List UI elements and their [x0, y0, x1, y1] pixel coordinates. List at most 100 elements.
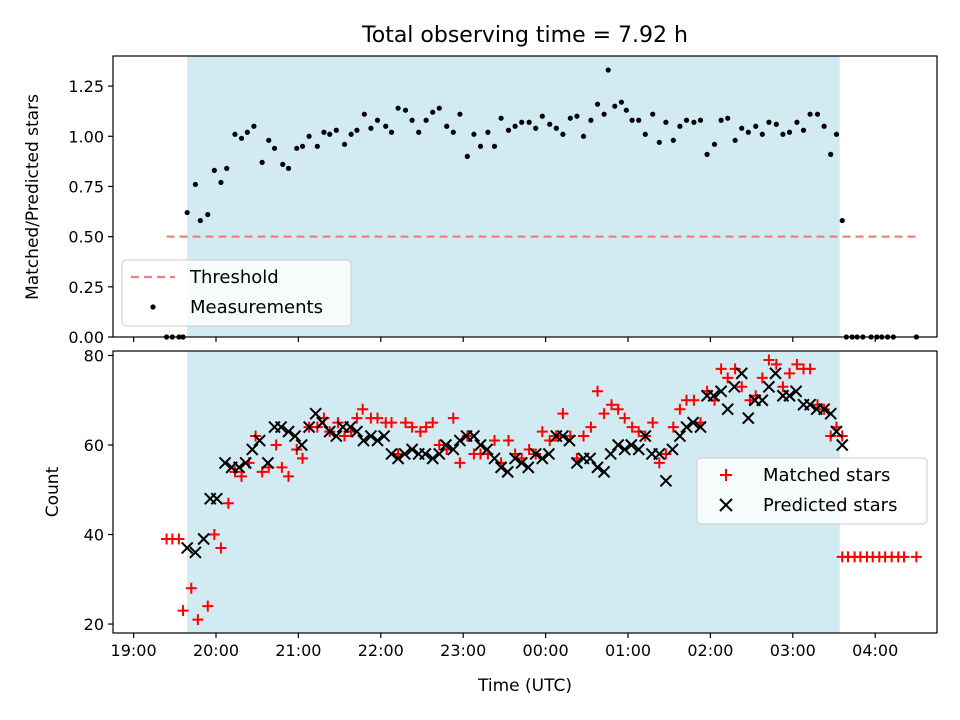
legend-matched-swatch — [720, 469, 732, 481]
measurement-point — [184, 209, 190, 216]
measurement-point — [539, 113, 545, 119]
predicted-star-point — [830, 425, 843, 438]
y-tick-label: 1.25 — [68, 77, 104, 96]
matched-star-point — [598, 408, 610, 420]
measurement-point — [519, 119, 525, 125]
y-tick-label: 20 — [84, 615, 104, 634]
measurement-point — [833, 131, 840, 137]
predicted-star-point — [302, 420, 316, 434]
predicted-star-point — [817, 402, 831, 416]
measurement-point — [697, 117, 704, 123]
measurement-point — [232, 131, 238, 137]
measurement-point — [218, 179, 224, 186]
matched-star-point — [729, 363, 741, 375]
matched-star-point — [736, 381, 748, 393]
matched-star-point — [447, 412, 459, 424]
matched-star-point — [647, 417, 659, 429]
matched-star-point — [674, 403, 686, 415]
x-tick-label: 04:00 — [852, 641, 898, 660]
matched-star-point — [503, 435, 515, 447]
predicted-star-point — [232, 461, 246, 474]
predicted-star-point — [467, 429, 481, 443]
matched-star-point — [770, 358, 782, 370]
y-axis-label-bottom: Count — [43, 466, 63, 517]
measurement-point — [533, 125, 539, 131]
predicted-star-point — [742, 411, 755, 425]
measurement-point — [327, 131, 333, 137]
matched-star-point — [406, 421, 418, 433]
predicted-star-point — [783, 389, 796, 402]
matched-star-point — [351, 412, 363, 424]
predicted-star-point — [824, 407, 837, 420]
predicted-star-point — [618, 443, 631, 456]
predicted-star-point — [350, 425, 364, 438]
matched-star-point — [177, 605, 189, 617]
predicted-star-point — [536, 452, 549, 465]
predicted-star-point — [391, 452, 405, 465]
predicted-star-point — [597, 465, 611, 479]
matched-star-point — [454, 457, 466, 469]
measurement-point — [711, 141, 718, 147]
predicted-star-point — [261, 456, 275, 470]
predicted-star-point — [344, 420, 357, 434]
measurement-point — [739, 125, 745, 131]
matched-star-point — [420, 421, 432, 433]
measurement-point — [224, 165, 230, 171]
matched-star-point — [898, 551, 910, 563]
predicted-star-point — [474, 438, 487, 452]
y-tick-label: 40 — [84, 526, 104, 545]
measurement-point — [205, 211, 211, 218]
measurement-point — [567, 115, 573, 121]
measurement-point — [333, 127, 339, 133]
x-tick-label: 23:00 — [440, 641, 486, 660]
matched-star-point — [585, 421, 597, 433]
predicted-star-point — [189, 546, 202, 559]
matched-star-point — [688, 394, 700, 406]
measurement-point — [580, 133, 587, 139]
predicted-star-point — [323, 425, 336, 438]
measurement-point — [314, 143, 320, 149]
measurement-point — [266, 137, 272, 143]
measurement-point — [650, 111, 656, 117]
predicted-star-point — [653, 447, 666, 461]
matched-star-point — [777, 381, 789, 393]
measurement-point — [753, 123, 759, 129]
y-tick-label: 0.50 — [68, 228, 104, 247]
predicted-star-point — [385, 447, 398, 461]
predicted-star-point — [480, 443, 494, 456]
predicted-star-point — [789, 385, 803, 398]
matched-star-point — [619, 412, 631, 424]
measurement-point — [828, 151, 834, 157]
predicted-star-point — [659, 474, 673, 488]
measurement-point — [423, 117, 429, 123]
predicted-star-point — [769, 367, 782, 380]
predicted-star-point — [570, 456, 584, 470]
axes-frame — [112, 350, 938, 634]
measurement-point — [299, 143, 306, 149]
measurement-point — [368, 125, 374, 131]
predicted-star-point — [728, 380, 741, 394]
measurement-point — [594, 101, 601, 107]
measurement-point — [251, 123, 257, 129]
predicted-star-point — [522, 461, 535, 474]
count-panel: Count Time (UTC) 19:00 20:00 21:00 22:00 23:… — [43, 346, 938, 696]
predicted-star-point — [542, 447, 556, 461]
predicted-star-point — [735, 367, 748, 380]
matched-star-point — [297, 452, 309, 464]
measurement-point — [197, 217, 203, 224]
predicted-star-point — [756, 394, 769, 407]
predicted-star-point — [508, 452, 522, 465]
measurement-point — [800, 127, 807, 133]
measurement-point — [663, 119, 669, 125]
measurement-point — [491, 143, 498, 149]
measurement-point — [471, 131, 477, 137]
measurement-point — [759, 131, 765, 137]
measurement-point — [238, 135, 245, 141]
legend-top: Threshold Measurements — [121, 259, 352, 327]
measurement-point — [725, 115, 731, 121]
legend-box — [696, 457, 928, 525]
matched-star-point — [192, 614, 204, 626]
predicted-star-point — [591, 461, 604, 474]
measurement-point — [656, 139, 662, 145]
measurement-point — [498, 115, 504, 121]
